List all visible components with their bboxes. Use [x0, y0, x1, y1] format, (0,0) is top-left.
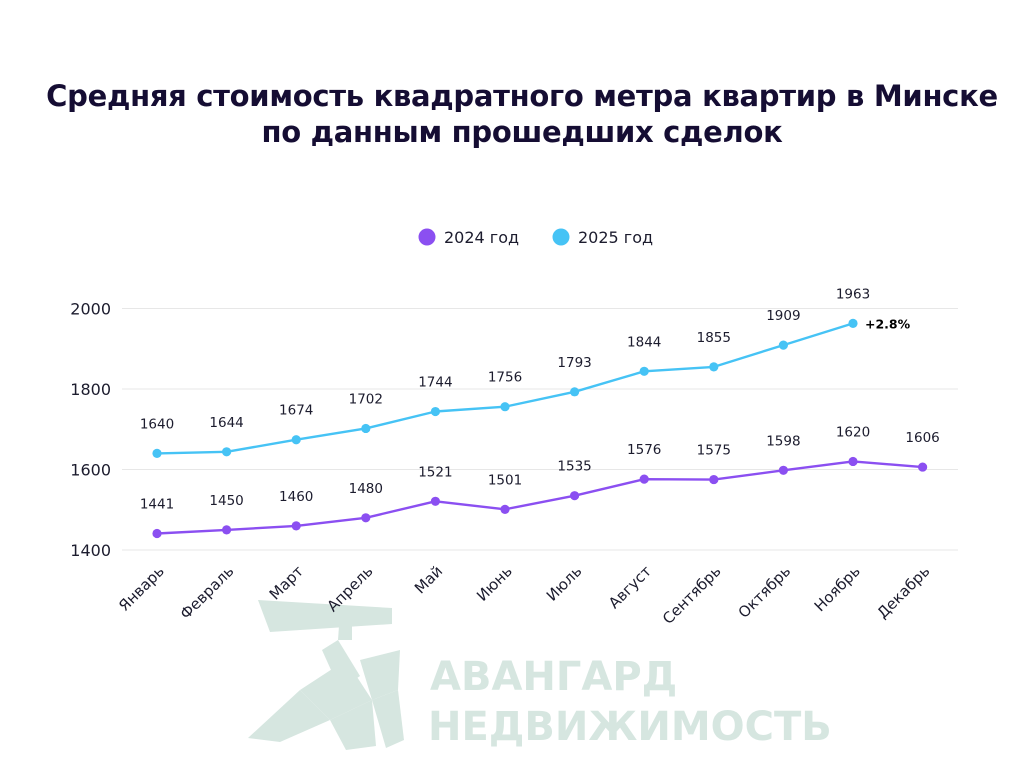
series-line [156, 460, 923, 535]
x-tick-label: Ноябрь [811, 562, 864, 615]
data-point [222, 525, 232, 535]
data-point [639, 474, 649, 484]
data-label: 1855 [697, 330, 731, 346]
data-point [361, 423, 371, 434]
data-label: 1535 [557, 459, 591, 475]
x-tick-label: Июль [543, 562, 586, 605]
x-tick-label: Март [266, 562, 307, 603]
data-point [848, 318, 858, 328]
data-point [361, 513, 371, 523]
legend-marker [418, 228, 436, 246]
legend-label: 2024 год [444, 228, 519, 247]
x-axis: Январь Февраль Март Апрель Май Июнь Июль Август… [115, 562, 933, 628]
x-tick-label: Июнь [473, 562, 516, 605]
watermark-line2: НЕДВИЖИМОСТЬ [428, 704, 832, 750]
data-point [500, 402, 510, 412]
y-tick-label: 2000 [70, 300, 111, 319]
data-label: 1441 [140, 496, 174, 512]
x-tick-label: Сентябрь [659, 562, 725, 628]
data-label: 1598 [766, 433, 800, 449]
x-tick-label: Январь [115, 562, 168, 615]
x-tick-label: Август [605, 562, 655, 612]
data-label: 1644 [209, 415, 243, 431]
data-label: 1674 [279, 403, 313, 419]
data-point [639, 366, 649, 376]
data-label: 1606 [905, 430, 939, 446]
data-point [570, 491, 580, 501]
data-label: 1744 [418, 375, 452, 391]
data-label: 1793 [557, 355, 591, 371]
grid [122, 308, 958, 551]
x-tick-label: Декабрь [873, 562, 933, 622]
data-label: 1480 [349, 481, 383, 497]
watermark-logo: АВАНГАРД НЕДВИЖИМОСТЬ [248, 600, 832, 750]
series-group [152, 318, 928, 539]
data-label: 1450 [209, 493, 243, 509]
data-point [570, 387, 580, 397]
y-axis: 1400 1600 1800 2000 [70, 300, 111, 561]
data-point [430, 496, 440, 506]
data-point [152, 528, 162, 539]
data-label: 1575 [697, 443, 731, 459]
data-point [500, 504, 510, 514]
x-tick-label: Февраль [177, 562, 238, 623]
data-label: 1460 [279, 489, 313, 505]
data-label: 1756 [488, 370, 522, 386]
data-point [709, 474, 719, 485]
data-label: 1501 [488, 472, 522, 488]
data-point [848, 456, 858, 467]
data-labels: 1441 1450 1460 1480 1521 1501 1535 1576 1575 1598… [140, 286, 940, 512]
data-point [291, 435, 301, 445]
data-point [918, 462, 928, 472]
knight-horse-icon [248, 600, 404, 750]
data-point [152, 448, 162, 458]
data-point [430, 406, 440, 417]
data-label: 1521 [418, 464, 452, 480]
data-label: 1576 [627, 442, 661, 458]
legend-marker [552, 228, 570, 246]
legend: 2024 год 2025 год [418, 228, 653, 247]
data-label: 1844 [627, 334, 661, 350]
x-tick-label: Октябрь [735, 562, 795, 622]
legend-label: 2025 год [578, 228, 653, 247]
x-tick-label: Май [411, 562, 446, 597]
data-point [291, 521, 301, 531]
data-point [222, 447, 232, 457]
y-tick-label: 1800 [70, 380, 111, 399]
data-label: 1640 [140, 416, 174, 432]
data-label: 1909 [766, 308, 800, 324]
data-label: 1620 [836, 424, 870, 440]
y-tick-label: 1600 [70, 461, 111, 480]
data-point [778, 340, 789, 350]
y-tick-label: 1400 [70, 541, 111, 560]
data-label: 1963 [836, 286, 870, 302]
chart-title: Средняя стоимость квадратного метра квар… [46, 79, 998, 149]
watermark-line1: АВАНГАРД [430, 654, 677, 700]
data-point [778, 465, 789, 475]
data-point [709, 362, 719, 372]
data-label: 1702 [349, 391, 383, 407]
change-annotation: +2.8% [865, 316, 911, 331]
series-line [156, 322, 854, 455]
